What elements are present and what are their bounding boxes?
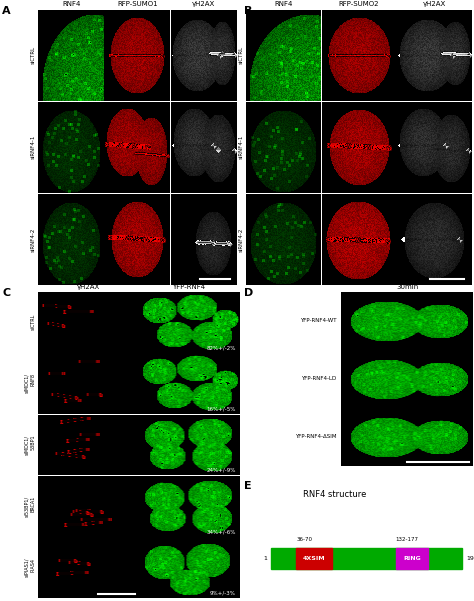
Text: A: A	[2, 6, 11, 16]
Text: siMDC1/
RNF8: siMDC1/ RNF8	[25, 373, 36, 394]
Text: RFP-SUMO1: RFP-SUMO1	[117, 1, 158, 7]
Text: YFP-RNF4-WT: YFP-RNF4-WT	[300, 318, 337, 323]
Text: siRNF4-2: siRNF4-2	[239, 227, 244, 252]
Text: RNF4: RNF4	[62, 1, 80, 7]
Text: RNF4: RNF4	[275, 1, 293, 7]
Text: YFP-RNF4-LD: YFP-RNF4-LD	[301, 376, 337, 381]
Text: siMDC1/
53BP1: siMDC1/ 53BP1	[25, 435, 36, 455]
Text: γH2AX: γH2AX	[422, 1, 446, 7]
Bar	[296, 548, 332, 570]
Text: 9%+/-3%: 9%+/-3%	[210, 591, 236, 596]
Text: γH2AX: γH2AX	[192, 1, 216, 7]
Text: si53BP1/
BRCA1: si53BP1/ BRCA1	[25, 495, 36, 517]
Text: siRNF4-1: siRNF4-1	[30, 135, 36, 159]
Text: RNF4 structure: RNF4 structure	[303, 490, 366, 499]
Text: E: E	[244, 481, 252, 491]
Text: YFP-RNF4: YFP-RNF4	[173, 284, 206, 290]
Text: 36-70: 36-70	[296, 537, 312, 542]
Text: B: B	[244, 6, 253, 16]
Text: siRNF4-2: siRNF4-2	[30, 227, 36, 252]
Text: YFP-RNF4-ΔSIM: YFP-RNF4-ΔSIM	[295, 435, 337, 439]
Text: 34%+/-6%: 34%+/-6%	[207, 529, 236, 534]
Text: siRNF4-1: siRNF4-1	[239, 135, 244, 159]
Text: 82%+/-2%: 82%+/-2%	[207, 346, 236, 350]
Text: γH2AX: γH2AX	[77, 284, 100, 290]
Text: 30min: 30min	[396, 284, 418, 290]
Text: siCTRL: siCTRL	[239, 46, 244, 64]
Text: 190: 190	[467, 557, 474, 561]
Text: siPIAS1/
PIAS4: siPIAS1/ PIAS4	[25, 558, 36, 577]
Text: RFP-SUMO2: RFP-SUMO2	[339, 1, 379, 7]
Text: siCTRL: siCTRL	[30, 46, 36, 64]
Text: RING: RING	[403, 557, 420, 561]
Text: D: D	[244, 288, 254, 299]
Bar	[271, 548, 463, 570]
Text: 24%+/-9%: 24%+/-9%	[207, 468, 236, 473]
Text: 16%+/-5%: 16%+/-5%	[207, 407, 236, 412]
Text: 132-177: 132-177	[395, 537, 419, 542]
Text: 4XSIM: 4XSIM	[303, 557, 326, 561]
Text: C: C	[2, 288, 10, 299]
Text: 1: 1	[263, 557, 267, 561]
Bar	[395, 548, 428, 570]
Text: siCTRL: siCTRL	[30, 314, 36, 331]
